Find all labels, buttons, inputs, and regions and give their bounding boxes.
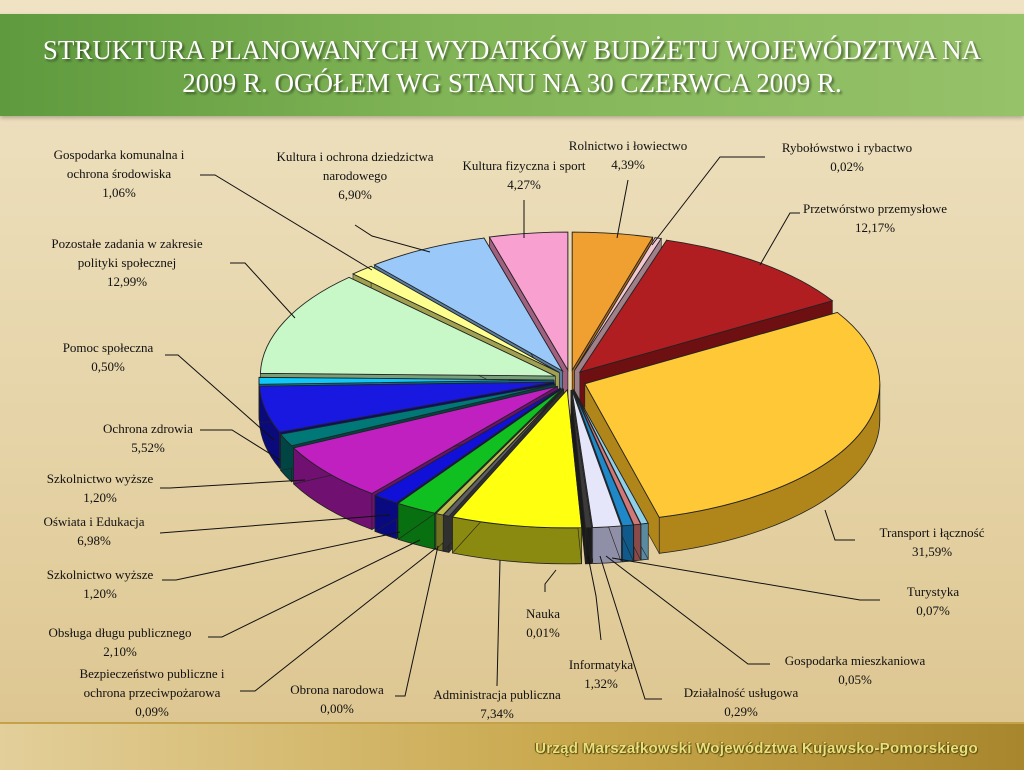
slice-value-16: 1,20% <box>83 490 117 505</box>
slice-label-3: Przetwórstwo przemysłowe 12,17% <box>803 201 947 235</box>
slice-name-12-1: Bezpieczeństwo publiczne i <box>79 666 224 681</box>
slice-label-4: Transport i łączność 31,59% <box>880 525 985 559</box>
leader-line-6 <box>606 556 770 664</box>
slice-name-9-1: Nauka <box>526 606 560 621</box>
slice-value-10: 7,34% <box>480 706 514 721</box>
slice-name-21-1: Kultura i ochrona dziedzictwa <box>276 149 433 164</box>
slice-name-18-1: Pomoc społeczna <box>63 340 154 355</box>
slice-name-13-1: Obsługa długu publicznego <box>49 625 192 640</box>
slice-name-12-2: ochrona przeciwpożarowa <box>84 685 221 700</box>
slice-value-18: 0,50% <box>91 359 125 374</box>
slice-value-12: 0,09% <box>135 704 169 719</box>
slice-label-19: Pozostałe zadania w zakresie polityki spo… <box>51 236 202 289</box>
slice-value-20: 1,06% <box>102 185 136 200</box>
leader-line-2 <box>652 157 765 245</box>
slice-value-2: 0,02% <box>830 159 864 174</box>
slice-name-20-1: Gospodarka komunalna i <box>54 147 185 162</box>
slice-label-5: Turystyka 0,07% <box>907 584 959 618</box>
slice-value-22: 4,27% <box>507 177 541 192</box>
leader-line-1 <box>617 180 628 238</box>
slice-label-15: Oświata i Edukacja 6,98% <box>43 514 144 548</box>
leader-line-12 <box>240 548 436 691</box>
leader-line-10 <box>497 560 500 686</box>
slice-label-14: Szkolnictwo wyższe 1,20% <box>47 567 154 601</box>
leader-line-15 <box>160 515 390 533</box>
slice-label-2: Rybołówstwo i rybactwo 0,02% <box>782 140 912 174</box>
slice-label-11: Obrona narodowa 0,00% <box>290 682 384 716</box>
slice-value-6: 0,05% <box>838 672 872 687</box>
slice-name-15-1: Oświata i Edukacja <box>43 514 144 529</box>
slice-label-13: Obsługa długu publicznego 2,10% <box>49 625 192 659</box>
footer-text: Urząd Marszałkowski Województwa Kujawsko… <box>535 740 978 757</box>
leader-line-13 <box>208 540 420 637</box>
slice-value-21: 6,90% <box>338 187 372 202</box>
slice-label-1: Rolnictwo i łowiectwo 4,39% <box>569 138 687 172</box>
slice-label-6: Gospodarka mieszkaniowa 0,05% <box>785 653 926 687</box>
slice-value-13: 2,10% <box>103 644 137 659</box>
slice-value-14: 1,20% <box>83 586 117 601</box>
slice-name-8-1: Informatyka <box>569 657 633 672</box>
slice-label-20: Gospodarka komunalna i ochrona środowiska… <box>54 147 185 200</box>
slice-label-22: Kultura fizyczna i sport 4,27% <box>462 158 585 192</box>
slice-value-11: 0,00% <box>320 701 354 716</box>
leader-line-19 <box>230 263 295 318</box>
slice-name-17-1: Ochrona zdrowia <box>103 421 193 436</box>
slice-value-19: 12,99% <box>107 274 147 289</box>
slice-value-9: 0,01% <box>526 625 560 640</box>
slice-name-16-1: Szkolnictwo wyższe <box>47 471 154 486</box>
slice-label-16: Szkolnictwo wyższe 1,20% <box>47 471 154 505</box>
slice-name-7-1: Działalność usługowa <box>684 685 799 700</box>
slice-label-9: Nauka 0,01% <box>526 606 560 640</box>
slice-label-8: Informatyka 1,32% <box>569 657 633 691</box>
slice-value-1: 4,39% <box>611 157 645 172</box>
leader-line-3 <box>760 213 800 265</box>
slice-name-10-1: Administracja publiczna <box>433 687 561 702</box>
slice-name-5-1: Turystyka <box>907 584 959 599</box>
leader-line-4 <box>825 510 855 540</box>
slice-value-17: 5,52% <box>131 440 165 455</box>
slice-value-4: 31,59% <box>912 544 952 559</box>
slice-value-5: 0,07% <box>916 603 950 618</box>
slice-value-8: 1,32% <box>584 676 618 691</box>
leader-line-21 <box>355 225 430 252</box>
slice-label-10: Administracja publiczna 7,34% <box>433 687 561 721</box>
slice-value-7: 0,29% <box>724 704 758 719</box>
slice-name-11-1: Obrona narodowa <box>290 682 384 697</box>
slice-name-1-1: Rolnictwo i łowiectwo <box>569 138 687 153</box>
leader-line-5 <box>612 558 880 600</box>
slice-name-20-2: ochrona środowiska <box>67 166 172 181</box>
leader-line-11 <box>395 546 438 696</box>
slice-name-19-1: Pozostałe zadania w zakresie <box>51 236 202 251</box>
slice-name-14-1: Szkolnictwo wyższe <box>47 567 154 582</box>
slice-name-19-2: polityki społecznej <box>78 255 177 270</box>
slice-value-3: 12,17% <box>855 220 895 235</box>
slice-label-7: Działalność usługowa 0,29% <box>684 685 799 719</box>
slice-name-6-1: Gospodarka mieszkaniowa <box>785 653 926 668</box>
slice-name-21-2: narodowego <box>323 168 387 183</box>
leader-line-14 <box>162 532 400 580</box>
pie-slices <box>259 232 880 564</box>
footer: Urząd Marszałkowski Województwa Kujawsko… <box>0 722 1024 770</box>
slice-label-21: Kultura i ochrona dziedzictwa narodowego 6… <box>276 149 433 202</box>
leader-line-16 <box>160 480 305 488</box>
slice-name-3-1: Przetwórstwo przemysłowe <box>803 201 947 216</box>
slice-name-4-1: Transport i łączność <box>880 525 985 540</box>
slice-name-22-1: Kultura fizyczna i sport <box>462 158 585 173</box>
leader-line-8 <box>588 556 601 640</box>
slice-label-12: Bezpieczeństwo publiczne i ochrona przeci… <box>79 666 224 719</box>
slice-label-18: Pomoc społeczna 0,50% <box>63 340 154 374</box>
leader-line-9 <box>545 570 556 592</box>
slice-name-2-1: Rybołówstwo i rybactwo <box>782 140 912 155</box>
slice-value-15: 6,98% <box>77 533 111 548</box>
slice-label-17: Ochrona zdrowia 5,52% <box>103 421 193 455</box>
